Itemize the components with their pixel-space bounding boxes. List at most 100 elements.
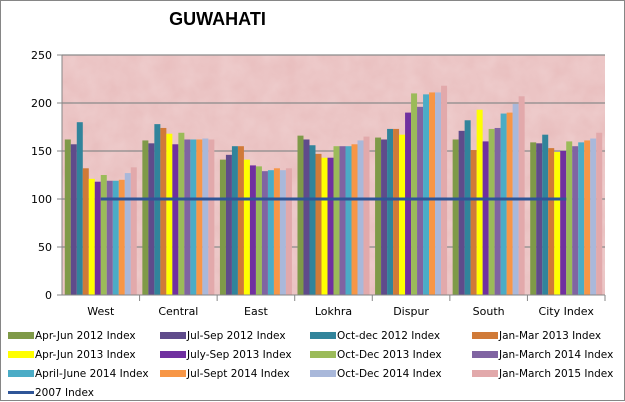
bar [321, 157, 328, 295]
axes: 0 50 100 150 200 250 West Central East Lokhra Disp… [31, 49, 606, 318]
bar [327, 157, 334, 295]
bar [363, 136, 370, 295]
legend-label: April-June 2014 Index [35, 367, 149, 380]
bar [357, 140, 364, 295]
legend-swatch [472, 370, 498, 377]
bar [375, 137, 382, 295]
legend-item: Apr-Jun 2012 Index [8, 330, 136, 342]
bar [100, 175, 107, 295]
bar [518, 96, 525, 295]
legend-swatch [8, 391, 34, 394]
bar [261, 171, 268, 295]
bar [309, 145, 316, 295]
bar [435, 92, 442, 295]
bar [148, 143, 155, 295]
bar [94, 181, 101, 295]
bar [423, 94, 430, 295]
bar [536, 143, 543, 295]
bar [548, 148, 555, 295]
legend-label: Jan-Mar 2013 Index [499, 329, 602, 342]
legend-swatch [8, 370, 34, 377]
bar [560, 151, 567, 295]
bar [387, 128, 394, 295]
legend-item: Oct-Dec 2013 Index [310, 349, 442, 361]
bar [476, 109, 483, 295]
x-category-label: Lokhra [315, 305, 352, 318]
bar [405, 112, 412, 295]
bar [452, 139, 459, 295]
bar [584, 140, 591, 295]
bar [202, 138, 209, 295]
bar [470, 150, 477, 295]
bar [351, 144, 358, 295]
chart-title: GUWAHATI [169, 9, 266, 29]
bar [208, 139, 215, 295]
bar [118, 179, 125, 295]
bar [154, 124, 161, 296]
bar [130, 167, 137, 295]
x-category-label: South [473, 305, 505, 318]
legend-row: April-June 2014 Index Jul-Sept 2014 Index… [8, 364, 620, 383]
bar [285, 168, 292, 295]
bar [303, 139, 310, 295]
bar [166, 133, 173, 295]
legend-item: Oct-dec 2012 Index [310, 330, 440, 342]
x-category-label: City Index [539, 305, 595, 318]
legend-item: Jan-Mar 2013 Index [472, 330, 601, 342]
legend-item: 2007 Index [8, 387, 94, 399]
bar [124, 173, 131, 295]
legend-label: Jan-March 2014 Index [499, 348, 614, 361]
y-tick-label: 250 [31, 49, 52, 62]
bar [530, 142, 537, 295]
bar [566, 141, 573, 295]
bar [82, 168, 89, 295]
bar [219, 159, 226, 295]
legend-row: 2007 Index [8, 383, 620, 402]
bar [231, 146, 238, 295]
legend-label: Oct-Dec 2014 Index [337, 367, 442, 380]
y-tick-label: 50 [38, 241, 52, 254]
legend-label: 2007 Index [35, 386, 94, 399]
legend-item: Jul-Sept 2014 Index [160, 368, 290, 380]
bar [494, 127, 501, 296]
legend-item: Jul-Sep 2012 Index [160, 330, 286, 342]
bar [333, 146, 340, 295]
bar [506, 112, 513, 295]
legend-swatch [160, 370, 186, 377]
legend-swatch [160, 351, 186, 358]
bar [237, 146, 244, 295]
legend-label: Oct-dec 2012 Index [337, 329, 441, 342]
bar [178, 132, 185, 295]
bar [106, 180, 113, 295]
bar [578, 142, 585, 295]
y-tick-label: 150 [31, 145, 52, 158]
bar [464, 120, 471, 295]
bar [393, 128, 400, 295]
legend-item: April-June 2014 Index [8, 368, 149, 380]
legend-label: Jul-Sep 2012 Index [187, 329, 286, 342]
legend-swatch [8, 332, 34, 339]
bar [70, 144, 77, 295]
bar [76, 122, 83, 295]
bar [160, 127, 167, 296]
y-tick-label: 100 [31, 193, 52, 206]
bar [112, 180, 119, 295]
x-category-label: West [87, 305, 115, 318]
bar [381, 139, 388, 295]
bar [267, 170, 274, 295]
legend-item: July-Sep 2013 Index [160, 349, 292, 361]
bar [243, 159, 250, 295]
bar [482, 141, 489, 295]
legend-item: Jan-March 2014 Index [472, 349, 613, 361]
bar [458, 130, 465, 295]
bar [441, 85, 448, 295]
legend-label: Jan-March 2015 Index [499, 367, 614, 380]
legend: Apr-Jun 2012 Index Jul-Sep 2012 Index Oct-… [8, 326, 620, 402]
x-category-label: East [244, 305, 268, 318]
legend-item: Jan-March 2015 Index [472, 368, 613, 380]
legend-swatch [310, 332, 336, 339]
bar [88, 178, 95, 295]
bar [554, 151, 561, 295]
legend-label: Oct-Dec 2013 Index [337, 348, 442, 361]
